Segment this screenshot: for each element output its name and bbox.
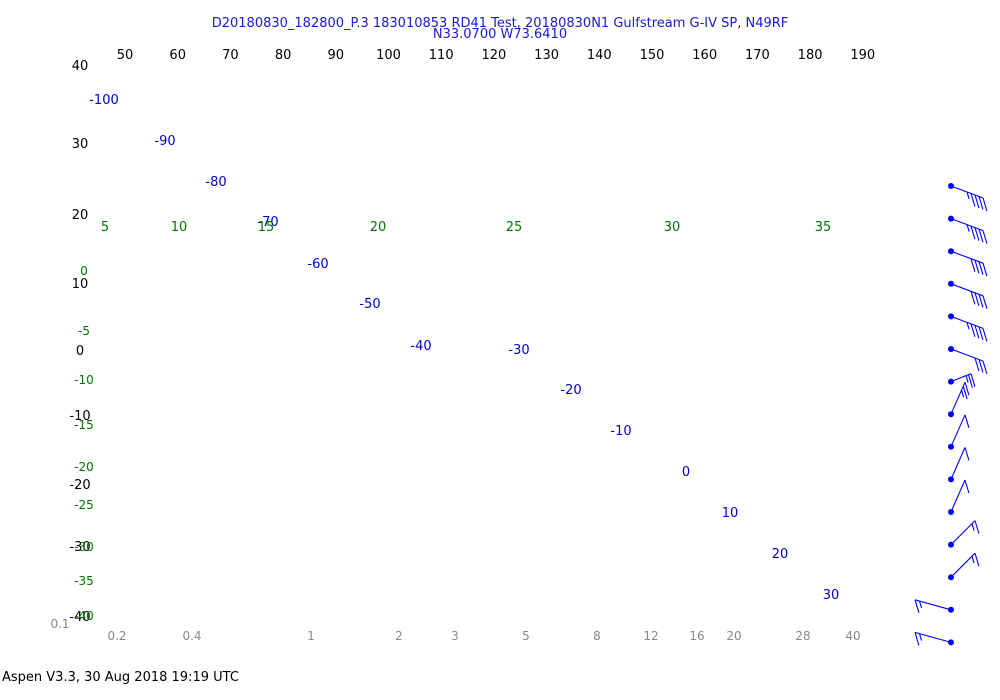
left-axis-label: -20 — [69, 478, 90, 493]
top-axis-label: 60 — [169, 48, 186, 63]
grid-lines — [0, 0, 1000, 670]
top-axis-label: 150 — [640, 48, 665, 63]
left-axis-label: 30 — [72, 137, 89, 152]
wind-barb — [948, 346, 988, 375]
chart-title-line2: N33.0700 W73.6410 — [432, 27, 568, 42]
left-axis-label: -40 — [69, 610, 90, 625]
moist-adiabat-label: 15 — [258, 220, 275, 235]
top-axis-label: 80 — [275, 48, 292, 63]
top-axis-label: 110 — [429, 48, 454, 63]
mixing-ratio-label: 16 — [689, 629, 704, 643]
mixing-ratio-label: 12 — [643, 629, 658, 643]
wind-barb — [948, 373, 976, 388]
mixing-ratio-label: 3 — [451, 629, 459, 643]
top-axis-label: 120 — [481, 48, 506, 63]
isotherm-label: 30 — [823, 588, 840, 603]
moist-adiabat-left-label: -40 — [74, 609, 94, 623]
wind-barb — [948, 414, 970, 450]
mixing-ratio-label: 0.1 — [50, 617, 69, 631]
mixing-ratio-label: 5 — [522, 629, 530, 643]
mixing-ratio-label: 8 — [593, 629, 601, 643]
mixing-ratio-label: 0.4 — [182, 629, 201, 643]
mixing-ratio-label: 0.2 — [107, 629, 126, 643]
wind-barb — [914, 631, 954, 646]
moist-adiabat-left-label: -25 — [74, 498, 94, 512]
moist-adiabat-label: 20 — [370, 220, 387, 235]
top-axis-label: 50 — [117, 48, 134, 63]
isotherm-label: -30 — [508, 343, 529, 358]
top-axis-label: 140 — [587, 48, 612, 63]
wind-barb — [948, 248, 988, 277]
wind-barb — [948, 447, 970, 483]
top-axis-label: 160 — [692, 48, 717, 63]
moist-adiabat-label: 30 — [664, 220, 681, 235]
top-axis-label: 100 — [376, 48, 401, 63]
moist-adiabat-label: 5 — [101, 220, 109, 235]
left-axis-label: 40 — [72, 59, 89, 74]
moist-adiabat-left-label: 0 — [80, 264, 88, 278]
moist-adiabat-left-label: -20 — [74, 460, 94, 474]
left-axis-label: -10 — [69, 409, 90, 424]
wind-barb — [948, 520, 980, 548]
left-axis-label: -30 — [69, 540, 90, 555]
wind-barb — [948, 381, 970, 418]
moist-adiabat-label: 10 — [171, 220, 188, 235]
moist-adiabat-left-label: -10 — [74, 373, 94, 387]
isotherm-label: 0 — [682, 465, 690, 480]
wind-barbs — [914, 183, 988, 646]
isotherm-label: 10 — [722, 506, 739, 521]
isotherm-label: -40 — [410, 339, 431, 354]
wind-barb — [948, 479, 970, 515]
isotherm-label: -20 — [560, 383, 581, 398]
moist-adiabat-label: 35 — [815, 220, 832, 235]
isotherm-label: -80 — [205, 175, 226, 190]
top-axis-label: 190 — [850, 48, 875, 63]
top-axis-label: 180 — [798, 48, 823, 63]
mixing-ratio-label: 40 — [845, 629, 860, 643]
wind-barb — [948, 215, 988, 244]
left-axis-label: 20 — [72, 208, 89, 223]
mixing-ratio-label: 20 — [726, 629, 741, 643]
left-axis-label: 10 — [72, 277, 89, 292]
top-axis-label: 70 — [222, 48, 239, 63]
isotherm-label: -100 — [89, 93, 119, 108]
wind-barb — [914, 599, 954, 613]
top-axis-label: 170 — [745, 48, 770, 63]
footer-info: Aspen V3.3, 30 Aug 2018 19:19 UTC — [2, 670, 239, 685]
chart-title-line1: D20180830_182800_P.3 183010853 RD41 Test… — [211, 16, 789, 31]
moist-adiabat-left-label: -30 — [74, 540, 94, 554]
moist-adiabat-label: 25 — [506, 220, 523, 235]
moist-adiabat-left-label: -5 — [78, 324, 90, 338]
isotherm-label: -50 — [359, 297, 380, 312]
isotherm-label: -90 — [154, 134, 175, 149]
isotherm-label: -10 — [610, 424, 631, 439]
axis-labels: 1002003004005006007008009001000-11050607… — [50, 48, 875, 643]
wind-barb — [948, 313, 988, 342]
top-axis-label: 130 — [534, 48, 559, 63]
mixing-ratio-label: 28 — [795, 629, 810, 643]
mixing-ratio-label: 1 — [307, 629, 315, 643]
wind-barb — [948, 552, 980, 581]
moist-adiabat-left-label: -15 — [74, 418, 94, 432]
isotherm-label: 20 — [772, 547, 789, 562]
isotherm-label: -70 — [257, 215, 278, 230]
mixing-ratio-label: 2 — [395, 629, 403, 643]
moist-adiabat-left-label: -35 — [74, 574, 94, 588]
isotherm-label: -60 — [307, 257, 328, 272]
wind-barb — [948, 183, 988, 212]
top-axis-label: 90 — [328, 48, 345, 63]
left-axis-label: 0 — [76, 344, 84, 359]
wind-barb — [948, 280, 988, 309]
